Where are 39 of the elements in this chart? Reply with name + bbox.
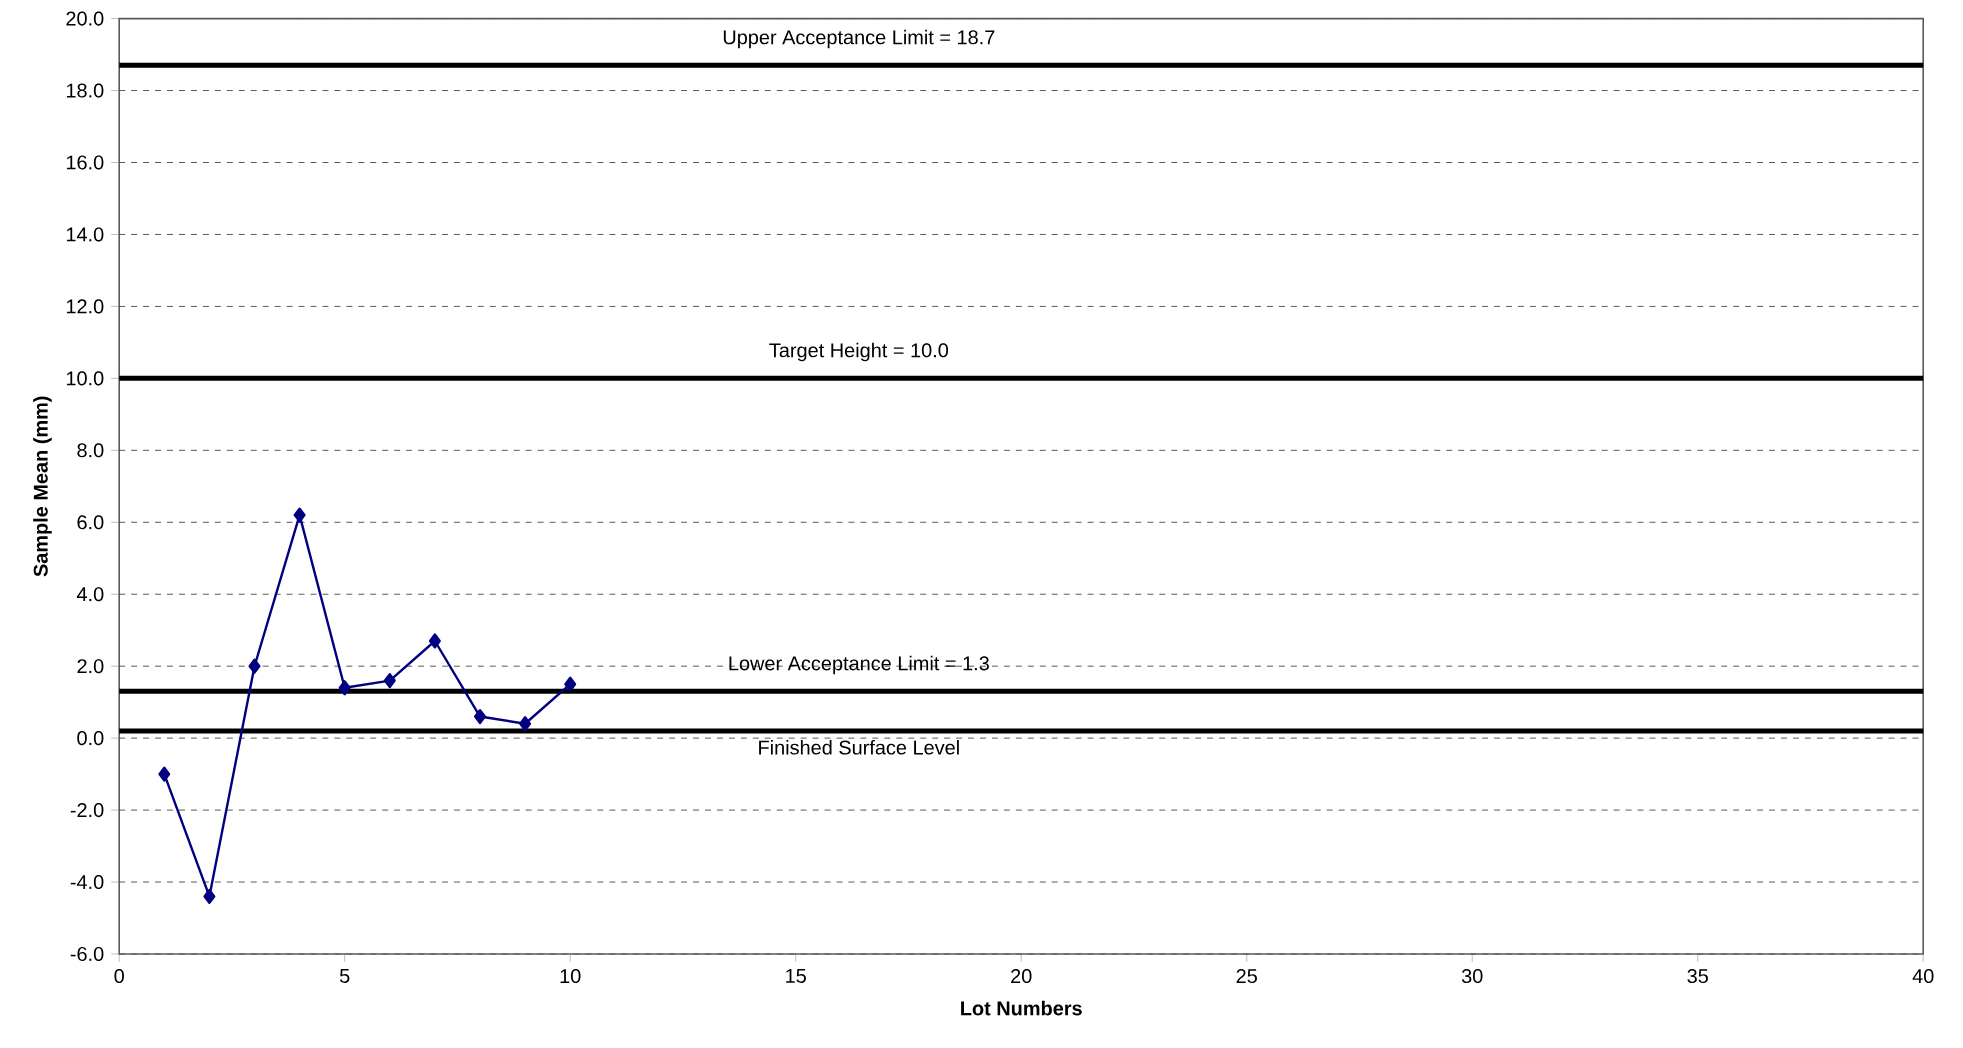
point (338, 680, 351, 696)
point (203, 888, 216, 905)
point (158, 766, 171, 782)
y-tick-label: 6.0 (77, 515, 104, 530)
point (428, 633, 441, 649)
y-tick-label: 12.0 (66, 299, 104, 314)
x-tick-label: 30 (1461, 969, 1483, 984)
y-tick-label: 14.0 (66, 227, 104, 242)
x-tick-label: 40 (1912, 969, 1934, 984)
y-tick-label: -6.0 (70, 946, 104, 962)
ref-line-label: Lower Acceptance Limit = 1.3 (729, 655, 989, 675)
x-tick-label: 0 (114, 969, 124, 984)
y-tick-label: 18.0 (66, 83, 104, 98)
y-tick-label: 10.0 (66, 371, 104, 386)
x-tick-label: 25 (1236, 969, 1257, 984)
ref-line-label: Finished Surface Level (759, 739, 959, 755)
ref-line-label: Upper Acceptance Limit = 18.7 (723, 29, 995, 49)
x-tick-label: 35 (1687, 969, 1708, 984)
x-tick-label: 5 (339, 969, 350, 983)
ref-line-label: Target Height = 10.0 (769, 342, 949, 362)
y-tick-label: 0.0 (77, 731, 104, 746)
x-tick-label: 15 (786, 969, 806, 983)
y-tick-label: 4.0 (76, 587, 104, 602)
y-tick-label: 20.0 (66, 11, 104, 26)
point (293, 507, 306, 523)
point (564, 676, 577, 692)
x-tick-label: 20 (1011, 969, 1032, 984)
point (519, 716, 532, 732)
point (383, 672, 396, 689)
x-axis-title: Lot Numbers (961, 1000, 1082, 1016)
x-tick-label: 10 (560, 969, 581, 984)
y-axis-title: Sample Mean (mm) (33, 396, 52, 577)
y-tick-label: 2.0 (77, 659, 104, 674)
point (474, 708, 486, 725)
y-tick-label: -2.0 (70, 803, 104, 818)
y-tick-label: 16.0 (66, 155, 104, 170)
y-tick-label: -4.0 (70, 875, 104, 890)
y-tick-label: 8.0 (77, 443, 104, 458)
point (248, 658, 261, 674)
